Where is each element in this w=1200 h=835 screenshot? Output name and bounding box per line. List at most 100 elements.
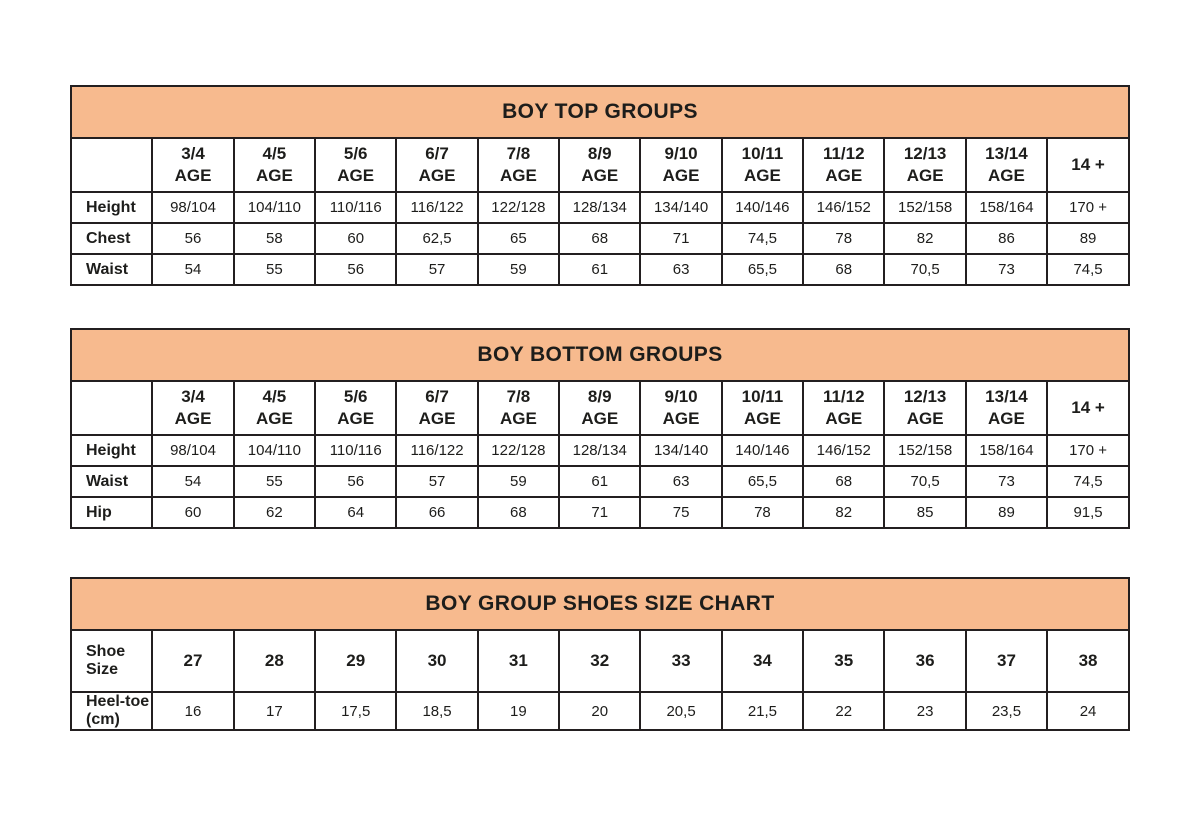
value-cell: 116/122 (395, 191, 479, 224)
value-cell: 29 (314, 629, 398, 693)
value-cell: 78 (720, 496, 805, 529)
column-header-cell: 13/14 AGE (964, 380, 1049, 436)
corner-cell (69, 380, 154, 436)
column-header-cell: 11/12 AGE (802, 137, 886, 193)
value-cell: 122/128 (476, 434, 561, 467)
column-header-cell: 12/13 AGE (883, 137, 967, 193)
table-title-row: BOY BOTTOM GROUPS (70, 328, 1130, 382)
value-cell: 70,5 (883, 465, 967, 498)
value-cell: 16 (151, 691, 235, 731)
row-label-cell: Shoe Size (69, 629, 154, 693)
column-header-cell: 9/10 AGE (639, 137, 723, 193)
value-cell: 140/146 (720, 434, 805, 467)
column-header-cell: 6/7 AGE (395, 380, 479, 436)
value-cell: 21,5 (720, 691, 805, 731)
value-cell: 24 (1046, 691, 1130, 731)
column-header-cell: 8/9 AGE (558, 137, 642, 193)
value-cell: 57 (395, 465, 479, 498)
value-cell: 30 (395, 629, 479, 693)
value-cell: 74,5 (1046, 465, 1130, 498)
value-cell: 110/116 (314, 434, 398, 467)
table-row: Shoe Size 27 28 29 30 31 32 33 34 35 36 37 38 (69, 629, 1130, 693)
value-cell: 152/158 (883, 191, 967, 224)
value-cell: 158/164 (964, 191, 1049, 224)
value-cell: 68 (476, 496, 561, 529)
value-cell: 158/164 (964, 434, 1049, 467)
column-header-cell: 5/6 AGE (314, 137, 398, 193)
table-row: Waist 54 55 56 57 59 61 63 65,5 68 70,5 73 74,5 (69, 465, 1130, 498)
column-header-cell: 7/8 AGE (476, 380, 561, 436)
value-cell: 170 + (1046, 191, 1130, 224)
corner-cell (69, 137, 154, 193)
column-header-cell: 13/14 AGE (964, 137, 1049, 193)
value-cell: 73 (964, 465, 1049, 498)
column-header-cell: 3/4 AGE (151, 380, 235, 436)
value-cell: 146/152 (802, 434, 886, 467)
value-cell: 74,5 (1046, 253, 1130, 286)
column-header-cell: 14 + (1046, 137, 1130, 193)
row-label-cell: Height (69, 434, 154, 467)
value-cell: 61 (558, 465, 642, 498)
value-cell: 82 (802, 496, 886, 529)
value-cell: 68 (802, 253, 886, 286)
row-label-cell: Waist (69, 253, 154, 286)
value-cell: 62 (232, 496, 317, 529)
value-cell: 35 (802, 629, 886, 693)
column-header-cell: 14 + (1046, 380, 1130, 436)
value-cell: 38 (1046, 629, 1130, 693)
value-cell: 20,5 (639, 691, 723, 731)
value-cell: 19 (476, 691, 561, 731)
value-cell: 60 (151, 496, 235, 529)
boy-group-shoes-size-chart-table: BOY GROUP SHOES SIZE CHART Shoe Size 27 28 2… (69, 577, 1130, 731)
value-cell: 23 (883, 691, 967, 731)
column-header-cell: 4/5 AGE (232, 137, 317, 193)
table-row: Heel-toe (cm) 16 17 17,5 18,5 19 20 20,5 21,5 22 2… (69, 691, 1130, 731)
table-row: Chest 56 58 60 62,5 65 68 71 74,5 78 82 86 89 (69, 222, 1130, 255)
value-cell: 57 (395, 253, 479, 286)
value-cell: 134/140 (639, 191, 723, 224)
column-header-cell: 8/9 AGE (558, 380, 642, 436)
value-cell: 71 (558, 496, 642, 529)
value-cell: 128/134 (558, 434, 642, 467)
column-header-cell: 7/8 AGE (476, 137, 561, 193)
boy-top-groups-table: BOY TOP GROUPS 3/4 AGE 4/5 AGE 5/6 AGE 6/7 A… (69, 85, 1130, 286)
column-header-cell: 4/5 AGE (232, 380, 317, 436)
column-header-cell: 5/6 AGE (314, 380, 398, 436)
value-cell: 32 (558, 629, 642, 693)
column-header-row: 3/4 AGE 4/5 AGE 5/6 AGE 6/7 AGE 7/8 AGE 8/9 A… (69, 137, 1130, 193)
row-label-cell: Height (69, 191, 154, 224)
value-cell: 62,5 (395, 222, 479, 255)
value-cell: 60 (314, 222, 398, 255)
table-row: Hip 60 62 64 66 68 71 75 78 82 85 89 91,5 (69, 496, 1130, 529)
table-row: Height 98/104 104/110 110/116 116/122 122/128… (69, 434, 1130, 467)
column-header-cell: 9/10 AGE (639, 380, 723, 436)
table-title-row: BOY TOP GROUPS (70, 85, 1130, 139)
value-cell: 71 (639, 222, 723, 255)
value-cell: 56 (314, 465, 398, 498)
value-cell: 78 (802, 222, 886, 255)
column-header-cell: 10/11 AGE (720, 137, 805, 193)
table-title-row: BOY GROUP SHOES SIZE CHART (70, 577, 1130, 631)
column-header-cell: 10/11 AGE (720, 380, 805, 436)
value-cell: 27 (151, 629, 235, 693)
value-cell: 98/104 (151, 434, 235, 467)
value-cell: 73 (964, 253, 1049, 286)
value-cell: 54 (151, 253, 235, 286)
value-cell: 59 (476, 253, 561, 286)
value-cell: 91,5 (1046, 496, 1130, 529)
value-cell: 146/152 (802, 191, 886, 224)
column-header-cell: 11/12 AGE (802, 380, 886, 436)
value-cell: 22 (802, 691, 886, 731)
value-cell: 116/122 (395, 434, 479, 467)
value-cell: 28 (232, 629, 317, 693)
value-cell: 66 (395, 496, 479, 529)
value-cell: 34 (720, 629, 805, 693)
row-label-cell: Waist (69, 465, 154, 498)
value-cell: 23,5 (964, 691, 1049, 731)
row-label-cell: Heel-toe (cm) (69, 691, 154, 731)
value-cell: 20 (558, 691, 642, 731)
column-header-row: 3/4 AGE 4/5 AGE 5/6 AGE 6/7 AGE 7/8 AGE 8/9 A… (69, 380, 1130, 436)
value-cell: 55 (232, 253, 317, 286)
value-cell: 68 (802, 465, 886, 498)
value-cell: 134/140 (639, 434, 723, 467)
